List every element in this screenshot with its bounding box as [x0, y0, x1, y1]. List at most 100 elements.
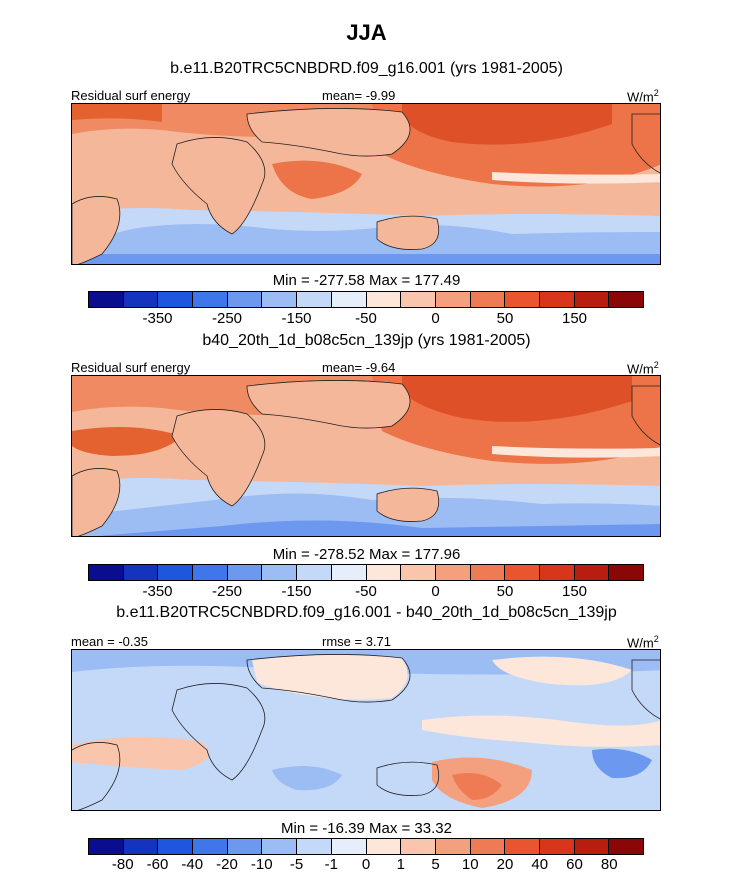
panel2-left-label: Residual surf energy: [71, 360, 191, 375]
colorbar-swatch: [331, 292, 367, 307]
colorbar-swatch: [227, 292, 263, 307]
colorbar-swatch: [262, 292, 298, 307]
panel2-colorbar: [88, 564, 644, 581]
colorbar-tick-label: -350: [142, 310, 173, 327]
colorbar-tick-label: -150: [281, 310, 312, 327]
colorbar-swatch: [297, 565, 332, 580]
colorbar-swatch: [470, 292, 506, 307]
colorbar-swatch: [262, 565, 298, 580]
panel1-colorbar-ticks: -350 -250 -150 -50 0 50 150: [88, 310, 644, 328]
panel3-eurasia-warm-patch: [252, 654, 408, 700]
panel3-south-america-outline: [72, 742, 121, 810]
colorbar-tick-label: -350: [142, 583, 173, 600]
panel2-africa-landmass: [171, 409, 266, 507]
panel1-pacific-core: [402, 104, 612, 145]
colorbar-swatch: [297, 292, 332, 307]
colorbar-swatch: [401, 292, 436, 307]
panel1-map-svg: [72, 104, 660, 264]
panel1-minmax: Min = -277.58 Max = 177.49: [272, 272, 461, 289]
panel2-tropical-atlantic-core: [72, 427, 182, 456]
colorbar-tick-label: -80: [111, 856, 134, 873]
panel3-australia-warm-core: [452, 772, 502, 800]
panel3-subtitle: b.e11.B20TRC5CNBDRD.f09_g16.001 - b40_20…: [116, 604, 617, 621]
colorbar-swatch: [331, 565, 367, 580]
panel1-left-label: Residual surf energy: [71, 88, 191, 103]
colorbar-swatch: [435, 565, 471, 580]
colorbar-swatch: [505, 292, 540, 307]
colorbar-swatch: [227, 839, 263, 854]
panel1-eurasia-landmass: [246, 108, 411, 157]
colorbar-swatch: [435, 839, 471, 854]
panel2-australia-landmass: [376, 487, 440, 522]
colorbar-tick-label: -50: [355, 583, 377, 600]
panel3-mean-label: mean = -0.35: [71, 634, 148, 649]
panel1-itcz-band: [492, 172, 660, 184]
colorbar-tick-label: 150: [561, 310, 588, 327]
colorbar-swatch: [297, 839, 332, 854]
colorbar-tick-label: -150: [281, 583, 312, 600]
panel2-americas-coast: [631, 385, 660, 446]
colorbar-swatch: [158, 839, 194, 854]
panel3-units-label: W/m2: [627, 634, 659, 651]
colorbar-swatch: [505, 839, 540, 854]
colorbar-swatch: [227, 565, 263, 580]
colorbar-swatch: [470, 839, 506, 854]
panel1-americas-coast: [631, 113, 660, 174]
panel2-subtitle: b40_20th_1d_b08c5cn_139jp (yrs 1981-2005…: [202, 332, 531, 349]
colorbar-swatch: [89, 292, 124, 307]
panel1-africa-landmass: [171, 137, 266, 235]
colorbar-swatch: [331, 839, 367, 854]
colorbar-tick-label: 5: [431, 856, 440, 873]
colorbar-swatch: [366, 292, 402, 307]
panel3-colorbar: [88, 838, 644, 855]
colorbar-swatch: [158, 292, 194, 307]
colorbar-swatch: [574, 565, 610, 580]
colorbar-tick-label: 0: [431, 583, 440, 600]
colorbar-swatch: [123, 292, 159, 307]
figure-title: JJA: [346, 20, 387, 45]
colorbar-tick-label: 150: [561, 583, 588, 600]
colorbar-swatch: [574, 839, 610, 854]
panel2-southern-ocean: [72, 493, 660, 536]
panel1-indian-ocean-warm: [272, 160, 362, 199]
panel3-australia-outline: [376, 761, 440, 796]
colorbar-swatch: [89, 565, 124, 580]
panel3-tropical-warm-band: [422, 715, 660, 747]
colorbar-swatch: [366, 839, 402, 854]
colorbar-swatch: [539, 839, 575, 854]
panel3-colorbar-ticks: -80 -60 -40 -20 -10 -5 -1 0 1 5 10 20 40 60 80: [88, 856, 644, 874]
panel1-australia-landmass: [376, 215, 440, 250]
panel3-africa-outline: [171, 683, 266, 781]
colorbar-swatch: [609, 565, 643, 580]
panel2-eurasia-landmass: [246, 380, 411, 429]
colorbar-tick-label: -50: [355, 310, 377, 327]
colorbar-tick-label: -20: [216, 856, 238, 873]
panel3-eurasia-outline: [246, 654, 411, 703]
panel2-mean-label: mean= -9.64: [322, 360, 396, 375]
colorbar-tick-label: -10: [250, 856, 273, 873]
colorbar-swatch: [609, 292, 643, 307]
panel1-north-atlantic-core: [72, 104, 162, 122]
panel2-south-america-landmass: [72, 468, 121, 536]
colorbar-tick-label: -60: [146, 856, 169, 873]
panel2-map: [71, 375, 661, 537]
colorbar-tick-label: -250: [211, 310, 243, 327]
colorbar-tick-label: -250: [211, 583, 243, 600]
panel3-minmax: Min = -16.39 Max = 33.32: [281, 820, 452, 837]
colorbar-tick-label: 40: [531, 856, 549, 873]
colorbar-tick-label: 20: [496, 856, 514, 873]
panel3-south-atlantic-warm: [72, 736, 209, 770]
colorbar-swatch: [158, 565, 194, 580]
colorbar-swatch: [435, 292, 471, 307]
colorbar-swatch: [401, 839, 436, 854]
panel3-north-pacific-warm: [492, 656, 632, 686]
panel3-pacific-cool-anomaly: [592, 748, 652, 779]
panel1-southern-edge: [72, 254, 660, 264]
colorbar-swatch: [123, 839, 159, 854]
panel1-colorbar: [88, 291, 644, 308]
colorbar-swatch: [193, 565, 228, 580]
colorbar-swatch: [574, 292, 610, 307]
panel3-map: [71, 649, 661, 811]
colorbar-tick-label: 0: [431, 310, 440, 327]
colorbar-tick-label: 10: [461, 856, 479, 873]
